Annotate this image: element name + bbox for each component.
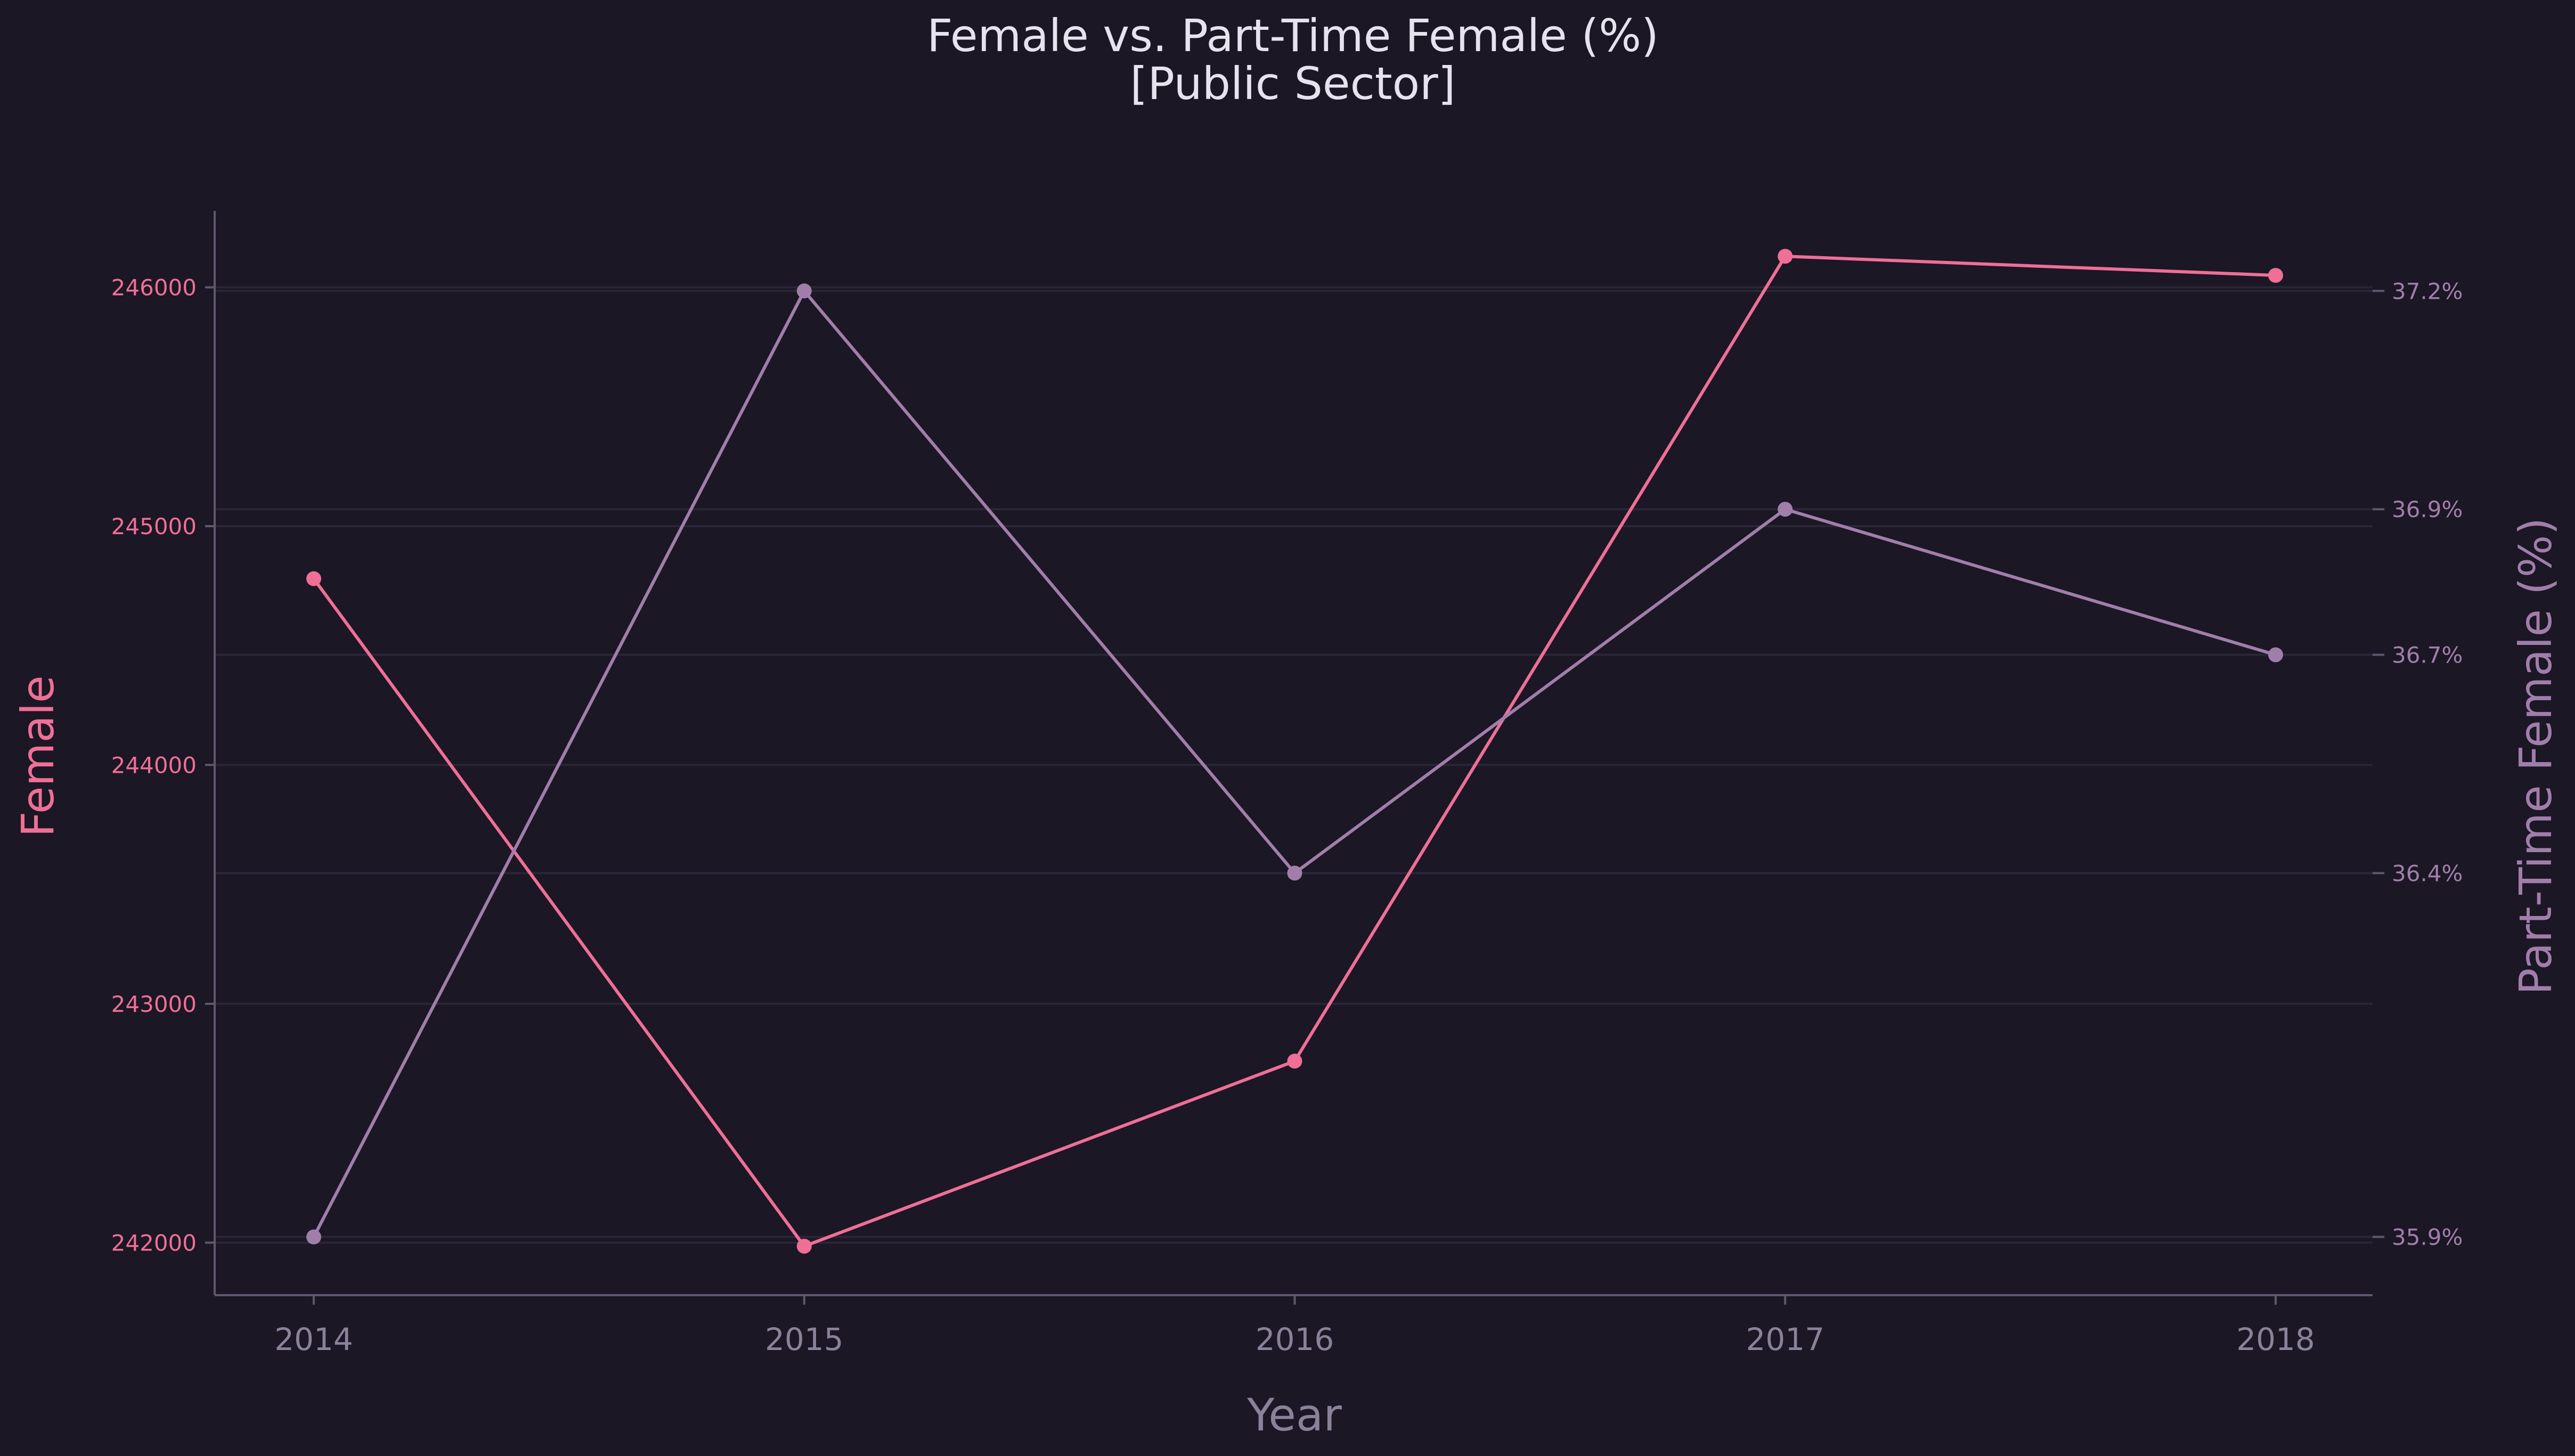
grid-lines [215, 286, 2373, 1244]
series-0-point-4 [2268, 268, 2283, 283]
series-1-point-0 [306, 1229, 321, 1245]
chart-subtitle: [Public Sector] [1130, 58, 1456, 110]
x-tick-label-4: 2018 [2236, 1321, 2315, 1357]
chart-title: Female vs. Part-Time Female (%) [927, 10, 1659, 62]
series-0-point-1 [796, 1239, 812, 1254]
right-tick-label-4: 37.2% [2392, 278, 2463, 304]
right-tick-label-0: 35.9% [2392, 1224, 2463, 1250]
series-0-point-3 [1778, 249, 1793, 264]
series-1-point-2 [1287, 865, 1302, 881]
series-1-point-3 [1778, 502, 1793, 517]
left-tick-label-2: 244000 [111, 752, 197, 778]
left-tick-label-3: 245000 [111, 513, 197, 539]
series-0-point-2 [1287, 1053, 1302, 1069]
x-tick-label-0: 2014 [274, 1321, 353, 1357]
right-tick-label-3: 36.9% [2392, 496, 2463, 522]
series-points [306, 249, 2283, 1254]
right-tick-label-1: 36.4% [2392, 860, 2463, 886]
x-tick-label-2: 2016 [1256, 1321, 1334, 1357]
series-0-point-0 [306, 571, 321, 586]
left-tick-label-4: 246000 [111, 275, 197, 301]
left-tick-label-0: 242000 [111, 1230, 197, 1256]
axis-ticks: 242000 243000 244000 245000 246000 35.9% 36.4%… [111, 275, 2463, 1357]
x-axis-title: Year [1246, 1389, 1342, 1441]
x-tick-label-3: 2017 [1746, 1321, 1824, 1357]
right-y-axis-title: Part-Time Female (%) [2509, 518, 2562, 995]
left-y-axis-title: Female [12, 675, 64, 837]
left-tick-label-1: 243000 [111, 991, 197, 1017]
right-tick-label-2: 36.7% [2392, 642, 2463, 668]
x-tick-label-1: 2015 [765, 1321, 844, 1357]
series-1-point-1 [796, 283, 812, 299]
series-1-point-4 [2268, 647, 2283, 662]
